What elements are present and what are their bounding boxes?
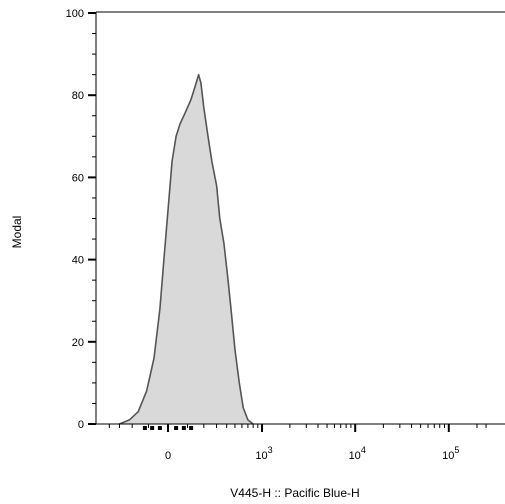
x-tick-base: 10 bbox=[255, 450, 267, 462]
x-axis-title: V445-H :: Pacific Blue-H bbox=[230, 486, 359, 500]
y-tick-label: 0 bbox=[78, 419, 84, 431]
x-tick-exponent: 4 bbox=[361, 445, 366, 455]
plot-area bbox=[119, 73, 254, 425]
y-tick-label: 20 bbox=[72, 337, 84, 349]
x-axis-density-mark bbox=[142, 426, 147, 430]
x-tick-base: 0 bbox=[165, 450, 171, 462]
x-axis-density-mark bbox=[189, 426, 194, 430]
histogram-fill-0 bbox=[119, 74, 254, 424]
x-axis-density-mark bbox=[150, 426, 155, 430]
x-tick-label: 0 bbox=[165, 450, 171, 462]
x-tick-base: 10 bbox=[349, 450, 361, 462]
x-tick-label: 103 bbox=[255, 445, 272, 462]
x-tick-exponent: 3 bbox=[268, 445, 273, 455]
y-tick-label: 60 bbox=[72, 172, 84, 184]
x-axis-density-mark bbox=[181, 426, 186, 430]
x-axis-density-mark bbox=[174, 426, 179, 430]
y-tick-label: 80 bbox=[72, 90, 84, 102]
x-tick-base: 10 bbox=[442, 450, 454, 462]
y-tick-label: 100 bbox=[66, 8, 84, 20]
x-tick-label: 105 bbox=[442, 445, 459, 462]
histogram-line-0 bbox=[119, 73, 254, 425]
x-tick-label: 104 bbox=[349, 445, 366, 462]
x-axis-density-mark bbox=[157, 426, 162, 430]
y-axis-title: Modal bbox=[10, 216, 24, 249]
x-tick-exponent: 5 bbox=[454, 445, 459, 455]
y-tick-label: 40 bbox=[72, 255, 84, 267]
